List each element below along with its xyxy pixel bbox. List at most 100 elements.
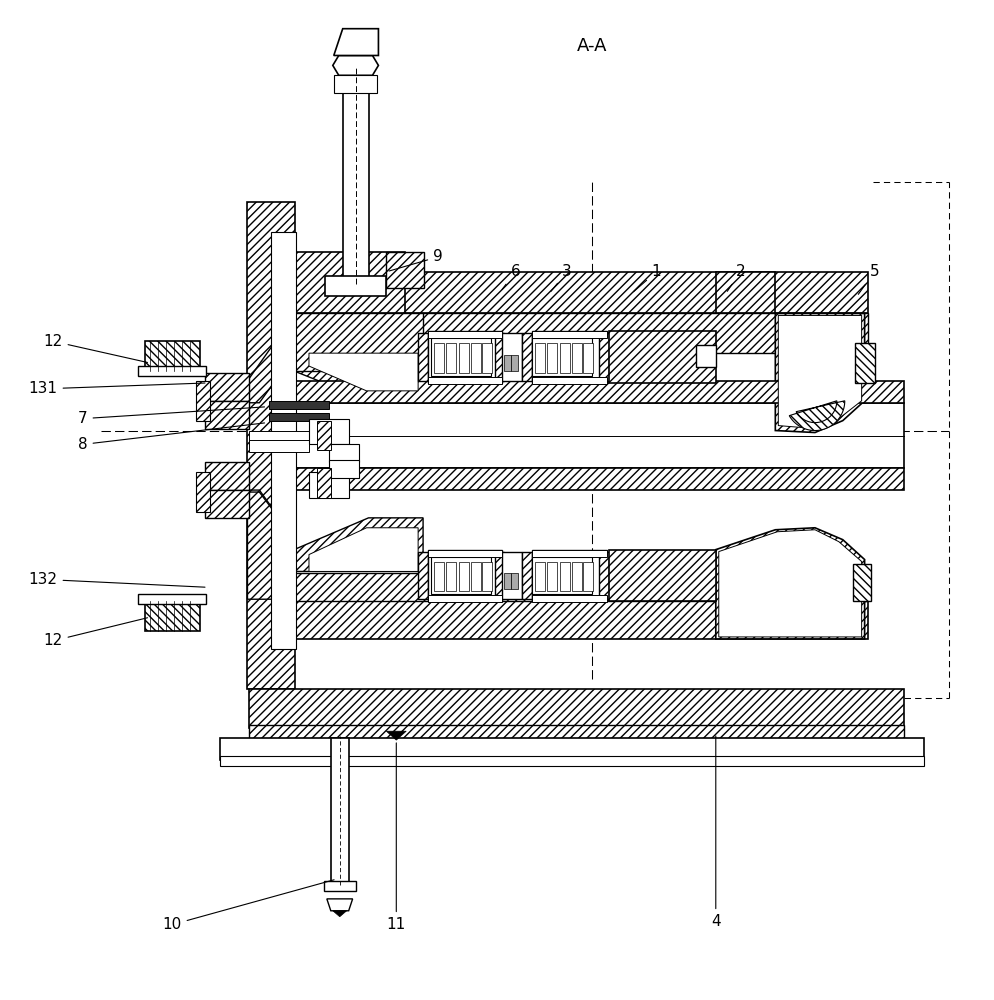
Text: 6: 6 xyxy=(502,264,520,289)
Bar xyxy=(342,75,368,284)
Text: 9: 9 xyxy=(389,249,442,271)
Bar xyxy=(532,331,606,383)
Bar xyxy=(522,552,532,599)
Text: 3: 3 xyxy=(551,264,572,291)
Bar xyxy=(427,377,502,384)
Bar xyxy=(532,377,606,384)
Bar xyxy=(572,343,581,373)
Bar xyxy=(532,550,606,557)
Bar xyxy=(458,562,468,591)
Bar xyxy=(427,550,502,601)
Text: 12: 12 xyxy=(44,618,147,648)
Bar xyxy=(328,444,358,462)
Bar xyxy=(294,313,422,371)
Polygon shape xyxy=(788,401,844,431)
Polygon shape xyxy=(248,313,295,403)
Bar xyxy=(205,490,249,518)
Bar xyxy=(294,383,867,401)
Bar xyxy=(502,552,522,599)
Text: 2: 2 xyxy=(727,264,745,291)
Text: 7: 7 xyxy=(78,407,264,426)
Polygon shape xyxy=(294,353,422,401)
Bar xyxy=(220,756,923,766)
Bar xyxy=(427,550,502,557)
Polygon shape xyxy=(326,899,352,911)
Polygon shape xyxy=(333,75,377,93)
Bar xyxy=(470,562,480,591)
Bar xyxy=(417,552,427,599)
Polygon shape xyxy=(332,911,346,917)
Bar xyxy=(196,472,210,512)
Bar xyxy=(532,331,606,338)
Bar xyxy=(504,355,511,371)
Polygon shape xyxy=(332,55,378,75)
Bar xyxy=(608,550,715,601)
Polygon shape xyxy=(774,313,864,433)
Bar xyxy=(309,472,348,498)
Bar xyxy=(458,343,468,373)
Text: 11: 11 xyxy=(387,743,406,932)
Bar xyxy=(445,562,455,591)
Text: 12: 12 xyxy=(44,334,147,362)
Bar xyxy=(294,599,867,639)
Bar xyxy=(271,232,296,649)
Bar xyxy=(481,562,491,591)
Bar xyxy=(532,557,591,594)
Text: 1: 1 xyxy=(633,264,660,292)
Bar xyxy=(470,343,480,373)
Bar xyxy=(560,562,570,591)
Bar xyxy=(317,421,330,450)
Bar xyxy=(598,333,608,381)
Bar xyxy=(248,202,295,689)
Bar xyxy=(249,725,904,740)
Polygon shape xyxy=(386,731,406,740)
Bar xyxy=(854,343,874,383)
Bar xyxy=(481,343,491,373)
Text: A-A: A-A xyxy=(576,37,606,55)
Bar xyxy=(445,343,455,373)
Bar xyxy=(494,552,504,599)
Bar xyxy=(138,366,206,376)
Bar xyxy=(249,431,309,442)
Bar xyxy=(504,573,511,589)
Bar xyxy=(494,333,504,381)
Bar xyxy=(427,595,502,602)
Bar xyxy=(608,331,715,383)
Bar xyxy=(294,313,867,353)
Text: 10: 10 xyxy=(162,880,334,932)
Bar xyxy=(572,562,581,591)
Text: 4: 4 xyxy=(711,736,720,929)
Polygon shape xyxy=(777,315,861,429)
Bar xyxy=(417,333,427,381)
Polygon shape xyxy=(333,29,378,55)
Bar xyxy=(205,462,249,490)
Polygon shape xyxy=(309,353,417,391)
Bar xyxy=(560,343,570,373)
Bar xyxy=(323,881,355,891)
Bar xyxy=(852,564,870,601)
Bar xyxy=(145,601,200,631)
Bar xyxy=(532,595,606,602)
Polygon shape xyxy=(248,490,295,579)
Bar xyxy=(433,343,443,373)
Bar xyxy=(430,338,490,376)
Bar xyxy=(269,401,328,409)
Bar xyxy=(324,276,386,296)
Bar xyxy=(249,689,904,728)
Bar xyxy=(249,403,904,468)
Bar xyxy=(294,573,867,601)
Bar xyxy=(427,331,502,338)
Bar xyxy=(269,413,328,421)
Bar xyxy=(547,343,557,373)
Bar xyxy=(582,343,592,373)
Bar xyxy=(535,562,545,591)
Bar xyxy=(196,381,210,421)
Bar xyxy=(138,594,206,604)
Bar xyxy=(330,738,348,885)
Bar xyxy=(249,440,309,452)
Bar xyxy=(715,272,774,313)
Bar xyxy=(532,550,606,601)
Bar xyxy=(511,355,518,371)
Bar xyxy=(294,252,405,313)
Bar xyxy=(582,562,592,591)
